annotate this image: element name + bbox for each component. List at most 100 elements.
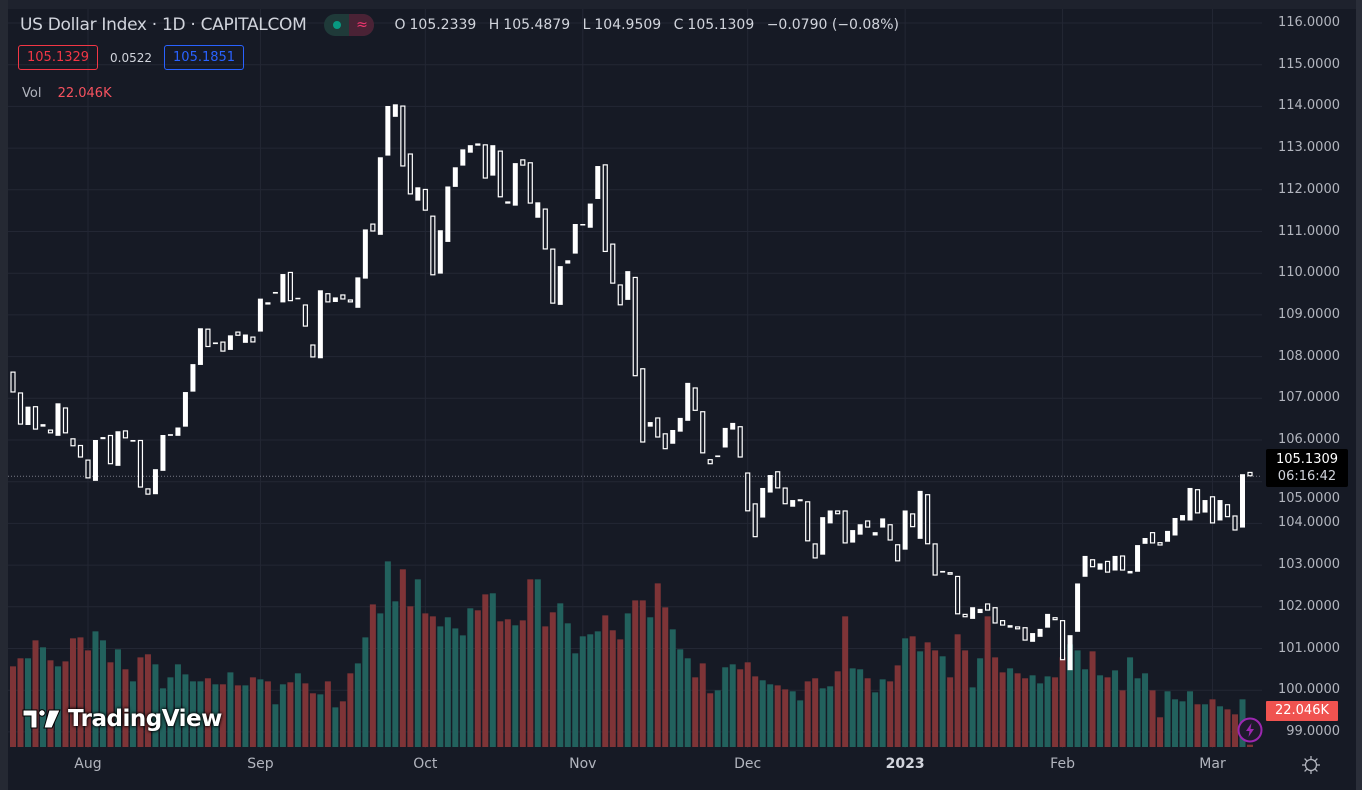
volume-bar bbox=[1209, 699, 1216, 747]
settings-gear-icon[interactable] bbox=[1300, 754, 1322, 776]
volume-bar bbox=[174, 664, 181, 747]
volume-bar bbox=[602, 615, 609, 747]
volume-bar bbox=[84, 650, 91, 747]
tradingview-logo[interactable]: TradingView bbox=[22, 706, 222, 732]
candle-down bbox=[887, 524, 893, 541]
candle-up bbox=[820, 517, 826, 555]
candle-up bbox=[685, 382, 691, 421]
candle-up bbox=[880, 518, 886, 528]
volume-bar bbox=[369, 604, 376, 747]
candle-up bbox=[580, 223, 586, 226]
candle-up bbox=[152, 469, 158, 495]
candle-up bbox=[1187, 487, 1193, 521]
candle-up bbox=[160, 434, 166, 471]
volume-bar bbox=[849, 668, 856, 747]
volume-bar bbox=[662, 607, 669, 747]
candle-down bbox=[805, 501, 811, 542]
candle-down bbox=[497, 150, 503, 198]
candle-down bbox=[602, 164, 608, 253]
volume-bar bbox=[249, 677, 256, 747]
candle-up bbox=[1097, 563, 1103, 570]
volume-bar bbox=[1172, 699, 1179, 747]
close-group: C 105.1309 bbox=[674, 17, 759, 33]
volume-bar bbox=[1014, 673, 1021, 747]
volume-bar bbox=[729, 664, 736, 747]
volume-bar bbox=[234, 685, 241, 747]
volume-bar bbox=[39, 647, 46, 747]
market-status-toggle[interactable]: ≈ bbox=[324, 14, 375, 36]
volume-bar bbox=[1044, 676, 1051, 747]
volume-bar bbox=[1247, 744, 1254, 747]
price-axis-label: 111.0000 bbox=[1277, 223, 1340, 239]
price-chart-pane[interactable] bbox=[0, 0, 1262, 748]
volume-bar bbox=[512, 625, 519, 747]
candle-down bbox=[475, 143, 481, 146]
volume-bar bbox=[384, 561, 391, 747]
volume-bar bbox=[24, 658, 31, 747]
volume-bar bbox=[1089, 651, 1096, 747]
symbol-title[interactable]: US Dollar Index · 1D · CAPITALCOM bbox=[20, 15, 307, 35]
volume-bar bbox=[527, 579, 534, 747]
price-axis-label: 112.0000 bbox=[1277, 181, 1340, 197]
volume-bar bbox=[1217, 706, 1224, 747]
candle-down bbox=[347, 299, 353, 303]
candle-down bbox=[265, 302, 271, 305]
candle-down bbox=[482, 144, 488, 179]
price-axis-label: 114.0000 bbox=[1277, 98, 1340, 114]
volume-bar bbox=[324, 681, 331, 747]
time-axis-label: Dec bbox=[734, 756, 762, 772]
volume-value: 22.046K bbox=[57, 86, 112, 101]
volume-bar bbox=[519, 620, 526, 747]
candle-up bbox=[355, 277, 361, 308]
candle-up bbox=[272, 291, 278, 294]
candle-up bbox=[385, 105, 391, 156]
candle-up bbox=[715, 455, 721, 458]
volume-bar bbox=[129, 681, 136, 747]
candle-up bbox=[512, 163, 518, 206]
price-axis-label: 100.0000 bbox=[1277, 682, 1340, 698]
candle-down bbox=[422, 188, 428, 211]
candle-down bbox=[550, 248, 556, 304]
buy-button[interactable]: 105.1851 bbox=[164, 45, 245, 70]
volume-bar bbox=[294, 673, 301, 747]
volume-bar bbox=[339, 701, 346, 747]
volume-bar bbox=[189, 681, 196, 747]
candle-up bbox=[242, 334, 248, 343]
volume-bar bbox=[32, 640, 39, 747]
approx-data-icon: ≈ bbox=[349, 14, 375, 36]
candle-up bbox=[197, 328, 203, 365]
candle-up bbox=[767, 475, 773, 493]
volume-bar bbox=[159, 688, 166, 747]
candle-down bbox=[400, 105, 406, 167]
volume-bar bbox=[1104, 677, 1111, 747]
volume-bar bbox=[872, 692, 879, 747]
right-scrollbar[interactable] bbox=[1356, 0, 1362, 790]
sell-button[interactable]: 105.1329 bbox=[18, 45, 99, 70]
candle-down bbox=[302, 304, 308, 327]
volume-bar bbox=[632, 600, 639, 747]
candle-up bbox=[850, 530, 856, 543]
candle-up bbox=[377, 157, 383, 235]
price-axis-label: 101.0000 bbox=[1277, 640, 1340, 656]
volume-bar bbox=[504, 619, 511, 747]
volume-bar bbox=[467, 608, 474, 747]
chart-legend: US Dollar Index · 1D · CAPITALCOM ≈ O 105… bbox=[20, 14, 903, 36]
high-value: 105.4879 bbox=[503, 17, 571, 33]
volume-bar bbox=[332, 707, 339, 747]
candle-down bbox=[407, 153, 413, 195]
candle-up bbox=[977, 608, 983, 614]
volume-bar bbox=[534, 579, 541, 747]
candle-up bbox=[670, 429, 676, 444]
volume-bar bbox=[587, 634, 594, 747]
volume-bar bbox=[47, 660, 54, 747]
candle-up bbox=[902, 510, 908, 550]
lightning-icon[interactable] bbox=[1237, 717, 1263, 743]
candle-up bbox=[1142, 537, 1148, 544]
trade-buttons: 105.1329 0.0522 105.1851 bbox=[18, 45, 245, 70]
candle-up bbox=[25, 406, 31, 425]
volume-bar bbox=[894, 665, 901, 747]
volume-bar bbox=[759, 680, 766, 747]
candle-down bbox=[962, 613, 968, 618]
candle-down bbox=[32, 406, 39, 430]
candle-up bbox=[190, 364, 196, 392]
